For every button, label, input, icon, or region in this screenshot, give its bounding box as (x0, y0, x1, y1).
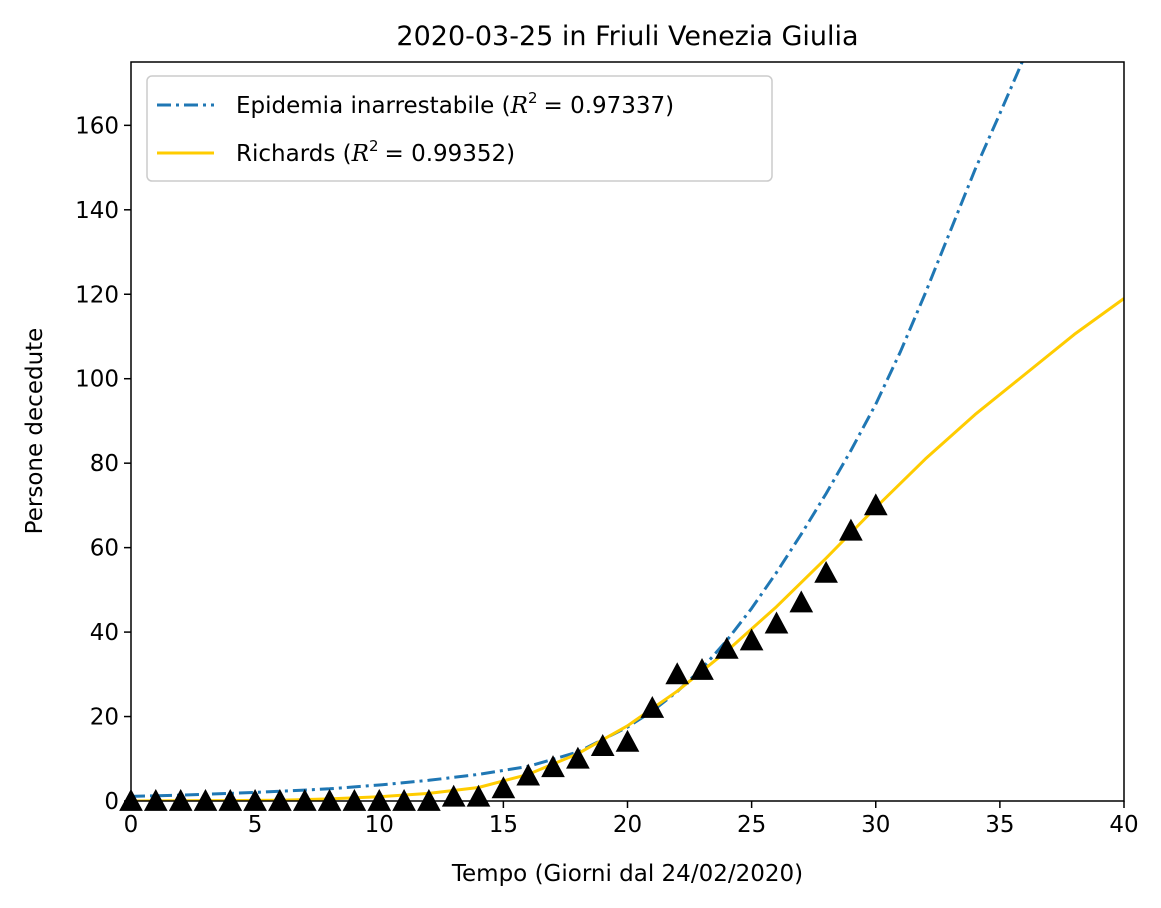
legend-epidemia-exp: 2 (528, 89, 538, 107)
x-tick-label: 0 (124, 812, 139, 838)
observation-marker (516, 763, 541, 786)
y-tick-label: 80 (90, 451, 119, 477)
x-tick-label: 40 (1109, 812, 1138, 838)
x-tick-label: 25 (737, 812, 766, 838)
y-tick-label: 60 (90, 536, 119, 562)
x-tick-label: 35 (985, 812, 1014, 838)
observation-marker (243, 788, 267, 811)
observation-marker (615, 729, 640, 752)
observation-marker (417, 788, 441, 811)
observation-marker (814, 560, 838, 583)
legend: Epidemia inarrestabile (R2 = 0.97337) Ric… (146, 75, 773, 182)
x-axis: 0 5 10 15 20 25 30 35 40 (124, 801, 1139, 838)
observation-marker (168, 788, 193, 811)
y-axis: 0 20 40 60 80 100 120 140 160 (75, 113, 131, 815)
observation-marker (193, 788, 218, 811)
x-tick-label: 5 (248, 812, 263, 838)
observation-marker (317, 788, 342, 811)
observations-layer (119, 493, 888, 811)
observation-marker (566, 746, 590, 769)
observation-marker (640, 696, 665, 718)
legend-epidemia-r: R (510, 93, 528, 119)
observation-marker (491, 776, 516, 799)
legend-richards-r: R (351, 141, 369, 167)
observation-marker (367, 788, 392, 811)
legend-entry-epidemia: Epidemia inarrestabile (R2 = 0.97337) (236, 89, 674, 119)
y-tick-label: 20 (90, 705, 119, 731)
observation-marker (342, 788, 367, 811)
observation-marker (218, 788, 243, 811)
observation-marker (789, 590, 814, 613)
y-tick-label: 0 (104, 789, 119, 815)
observation-marker (839, 518, 863, 541)
y-tick-label: 40 (90, 620, 119, 646)
legend-entry-richards: Richards (R2 = 0.99352) (236, 137, 515, 167)
legend-epidemia-name: Epidemia inarrestabile ( (236, 93, 511, 119)
y-tick-label: 120 (75, 282, 119, 308)
observation-marker (292, 788, 317, 811)
observation-marker (541, 755, 565, 778)
observation-marker (764, 611, 789, 634)
observation-marker (590, 734, 615, 756)
legend-box (146, 75, 773, 182)
y-tick-label: 140 (75, 198, 119, 224)
x-tick-label: 15 (489, 812, 518, 838)
x-tick-label: 10 (365, 812, 394, 838)
legend-richards-exp: 2 (369, 137, 379, 155)
legend-richards-name: Richards ( (236, 141, 352, 167)
observation-marker (665, 662, 690, 685)
series-line-richards (131, 297, 1124, 801)
observation-marker (690, 658, 714, 680)
x-axis-label: Tempo (Giorni dal 24/02/2020) (451, 861, 803, 887)
observation-marker (714, 636, 739, 659)
observation-marker (392, 788, 416, 811)
observation-marker (143, 788, 168, 811)
legend-richards-r2: = 0.99352) (384, 141, 515, 167)
x-tick-label: 20 (613, 812, 642, 838)
y-tick-label: 100 (75, 367, 119, 393)
y-tick-label: 160 (75, 113, 119, 139)
chart-title: 2020-03-25 in Friuli Venezia Giulia (396, 21, 858, 52)
y-axis-label: Persone decedute (22, 328, 48, 535)
observation-marker (863, 493, 888, 516)
observation-marker (268, 788, 292, 811)
observation-marker (739, 628, 764, 651)
legend-epidemia-r2: = 0.97337) (543, 93, 674, 119)
x-tick-label: 30 (861, 812, 890, 838)
